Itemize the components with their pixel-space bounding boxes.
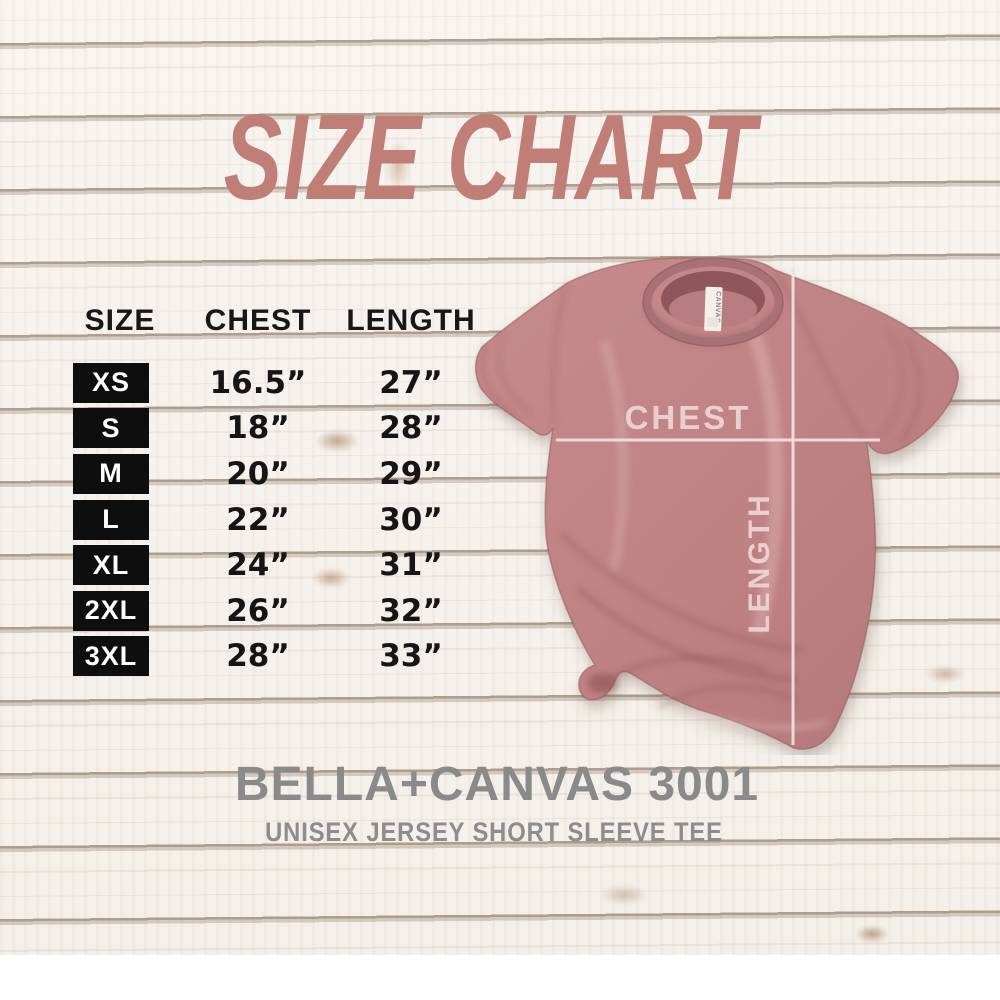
length-cell: 32” <box>379 592 443 629</box>
size-cell: M <box>73 453 149 494</box>
table-row: XS 16.5” 27” <box>60 360 486 406</box>
page-title: SIZE CHART <box>223 89 757 225</box>
length-cell: 30” <box>379 501 443 538</box>
neck-tag: CANVAS <box>704 286 723 332</box>
size-table: SIZE CHEST LENGTH XS 16.5” 27” S 18” 28”… <box>60 303 486 679</box>
chest-cell: 28” <box>226 638 290 675</box>
size-cell: L <box>73 499 149 540</box>
product-subtitle: UNISEX JERSEY SHORT SLEEVE TEE <box>265 817 723 847</box>
table-row: XL 24” 31” <box>60 542 486 588</box>
table-header-row: SIZE CHEST LENGTH <box>60 303 486 339</box>
neck-tag-text: CANVAS <box>713 291 721 323</box>
size-cell: XS <box>73 362 149 403</box>
wood-knot <box>385 140 411 192</box>
tshirt-photo: CANVAS CHEST LENGTH <box>455 245 975 755</box>
wood-knot <box>925 665 965 683</box>
table-row: 3XL 28” 33” <box>60 634 486 680</box>
tshirt-graphic: CANVAS CHEST LENGTH <box>474 257 959 750</box>
length-cell: 31” <box>379 547 443 584</box>
chest-cell: 26” <box>226 592 290 629</box>
wood-knot <box>600 885 648 905</box>
length-cell: 28” <box>379 410 443 447</box>
length-cell: 27” <box>379 364 443 401</box>
size-cell: 2XL <box>73 590 149 631</box>
size-cell: XL <box>73 545 149 586</box>
length-cell: 33” <box>379 638 443 675</box>
table-row: S 18” 28” <box>60 406 486 452</box>
bottom-white-band <box>0 955 1000 1000</box>
product-name: BELLA+CANVAS 3001 <box>234 758 760 811</box>
table-body: XS 16.5” 27” S 18” 28” M 20” 29” L 22” 3… <box>60 360 486 679</box>
table-row: M 20” 29” <box>60 451 486 497</box>
wood-knot <box>312 568 350 588</box>
table-row: L 22” 30” <box>60 497 486 543</box>
column-header-size: SIZE <box>84 304 156 337</box>
chest-cell: 20” <box>226 455 290 492</box>
chest-cell: 24” <box>226 547 290 584</box>
wood-knot <box>855 925 889 943</box>
measurement-overlay: CHEST LENGTH <box>556 268 880 745</box>
tshirt-body-group: CANVAS <box>474 257 959 750</box>
chest-cell: 18” <box>226 410 290 447</box>
size-cell: 3XL <box>73 636 149 677</box>
size-cell: S <box>73 408 149 449</box>
chest-cell: 22” <box>226 501 290 538</box>
table-row: 2XL 26” 32” <box>60 588 486 634</box>
length-cell: 29” <box>379 455 443 492</box>
tshirt-silhouette <box>474 257 959 750</box>
length-label: LENGTH <box>743 492 776 633</box>
collar: CANVAS <box>642 257 784 347</box>
chest-cell: 16.5” <box>209 364 307 401</box>
column-header-chest: CHEST <box>204 304 312 337</box>
chest-label: CHEST <box>625 399 752 436</box>
wood-knot <box>315 430 359 452</box>
column-header-length: LENGTH <box>346 304 476 337</box>
